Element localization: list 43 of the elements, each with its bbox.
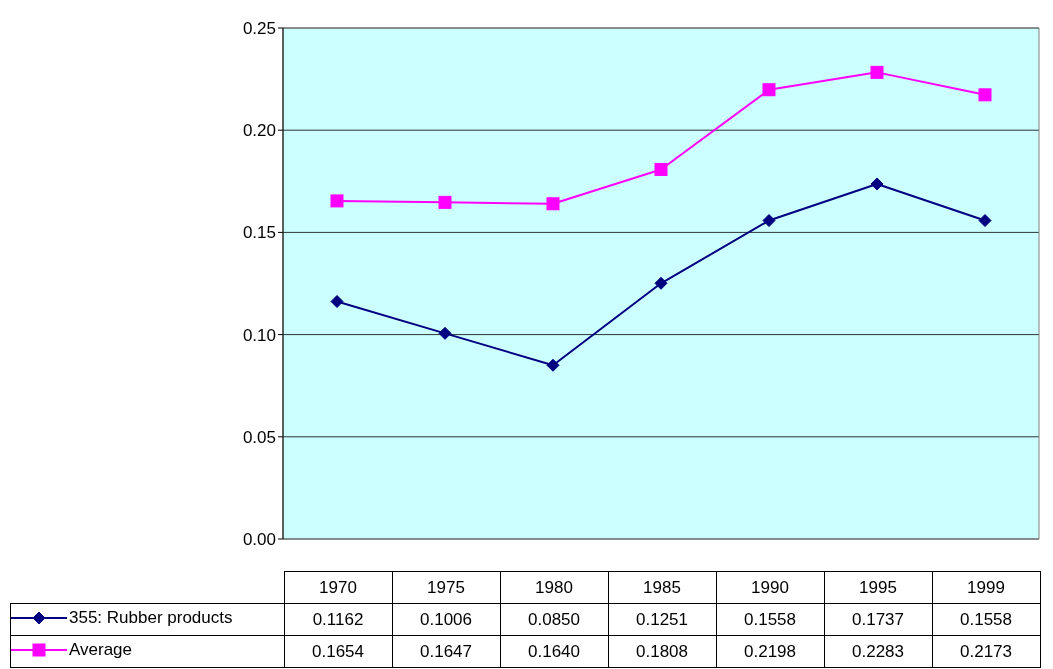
data-label: 0.2173 <box>932 635 1040 668</box>
x-tick-label: 1995 <box>824 571 932 604</box>
data-label: 0.1251 <box>608 603 716 636</box>
y-tick-label: 0.20 <box>242 121 276 141</box>
x-tick-label: 1985 <box>608 571 716 604</box>
point <box>762 214 776 228</box>
y-tick-label: 0.00 <box>242 530 276 550</box>
y-tick-label: 0.15 <box>242 223 276 243</box>
x-tick-label: 1999 <box>932 571 1040 604</box>
point <box>654 162 668 176</box>
x-tick-label: 1970 <box>284 571 392 604</box>
point <box>546 358 560 372</box>
point <box>654 276 668 290</box>
point <box>546 197 560 211</box>
point <box>870 177 884 191</box>
data-label: 0.1737 <box>824 603 932 636</box>
point <box>978 214 992 228</box>
point <box>438 195 452 209</box>
data-label: 0.1006 <box>392 603 500 636</box>
data-label: 0.1558 <box>932 603 1040 636</box>
data-label: 0.1808 <box>608 635 716 668</box>
point <box>330 294 344 308</box>
data-label: 0.1654 <box>284 635 392 668</box>
x-tick-label: 1975 <box>392 571 500 604</box>
data-label: 0.0850 <box>500 603 608 636</box>
data-label: 0.1162 <box>284 603 392 636</box>
data-label: 0.1558 <box>716 603 824 636</box>
point <box>870 65 884 79</box>
point <box>438 326 452 340</box>
data-label: 0.1647 <box>392 635 500 668</box>
data-label: 0.2283 <box>824 635 932 668</box>
point <box>330 194 344 208</box>
point <box>762 83 776 97</box>
legend-label: Average <box>69 640 133 660</box>
legend-label: 355: Rubber products <box>69 608 233 628</box>
x-tick-label: 1990 <box>716 571 824 604</box>
y-tick-label: 0.05 <box>242 427 276 447</box>
data-label: 0.2198 <box>716 635 824 668</box>
data-label: 0.1640 <box>500 635 608 668</box>
y-tick-label: 0.25 <box>242 19 276 39</box>
point <box>978 88 992 102</box>
x-tick-label: 1980 <box>500 571 608 604</box>
y-tick-label: 0.10 <box>242 325 276 345</box>
